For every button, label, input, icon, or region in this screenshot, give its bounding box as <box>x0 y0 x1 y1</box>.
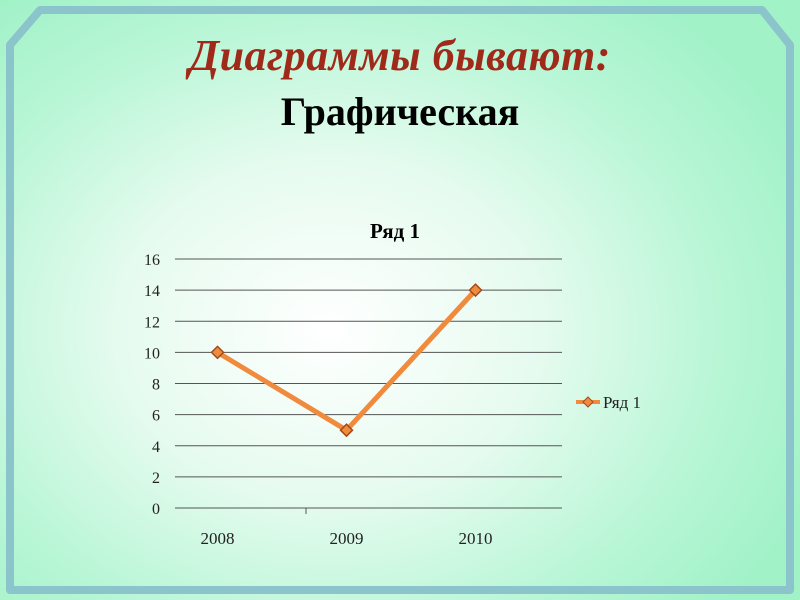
legend-marker-icon <box>582 396 594 408</box>
x-tick-label: 2010 <box>459 529 493 548</box>
x-tick-label: 2009 <box>330 529 364 548</box>
x-tick-label: 2008 <box>201 529 235 548</box>
slide-heading: Диаграммы бывают: <box>189 31 611 80</box>
data-point-marker <box>468 283 483 298</box>
series-line <box>216 288 478 433</box>
y-tick-label: 4 <box>152 439 160 456</box>
y-tick-label: 14 <box>144 283 160 300</box>
y-tick-label: 8 <box>152 377 160 394</box>
data-point-marker <box>210 345 225 360</box>
y-tick-label: 10 <box>144 345 160 362</box>
data-point-marker <box>339 423 354 438</box>
legend: Ряд 1 <box>576 393 641 412</box>
y-tick-label: 2 <box>152 470 160 487</box>
y-tick-label: 16 <box>144 252 160 269</box>
y-tick-label: 0 <box>152 501 160 518</box>
y-tick-label: 12 <box>144 314 160 331</box>
y-tick-label: 6 <box>152 408 160 425</box>
legend-label: Ряд 1 <box>603 393 641 412</box>
chart-title: Ряд 1 <box>370 219 420 243</box>
slide-subheading: Графическая <box>280 89 520 134</box>
